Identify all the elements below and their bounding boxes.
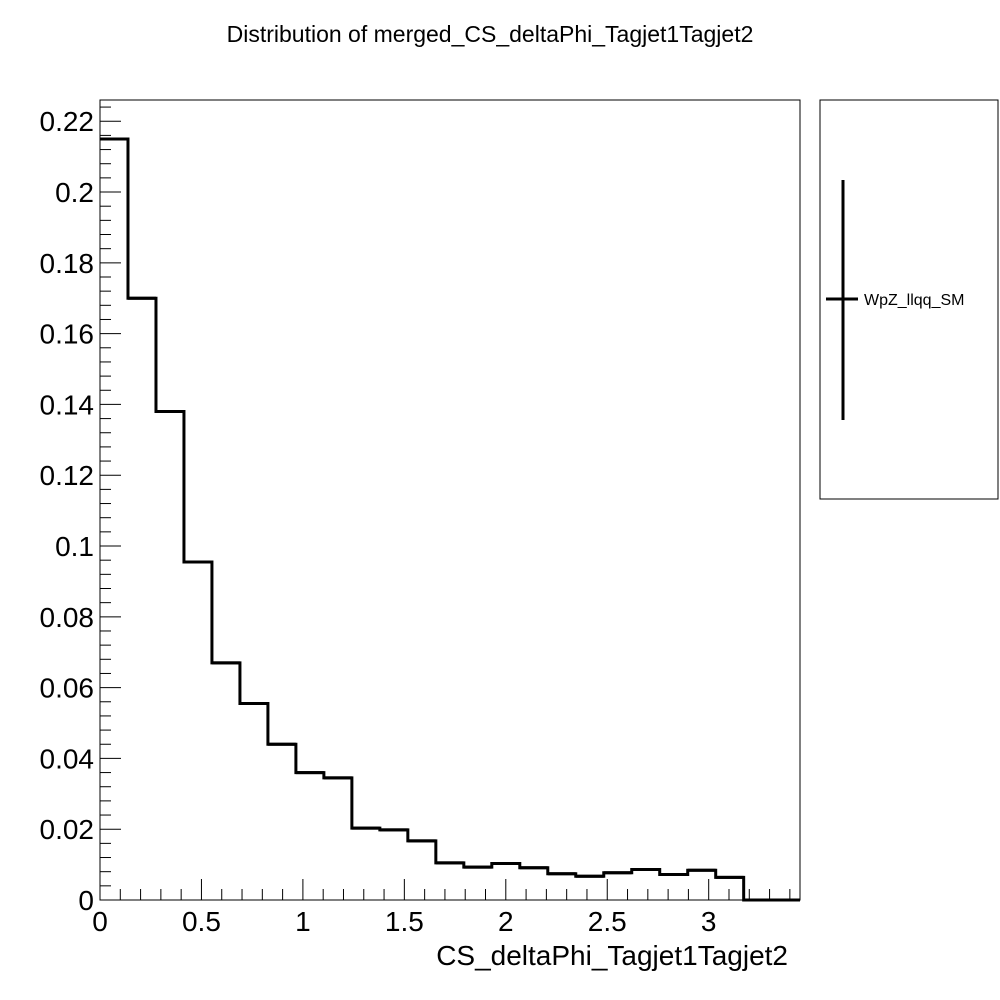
y-tick-label: 0.06 (40, 673, 95, 704)
y-tick-label: 0.04 (40, 743, 95, 774)
plot-frame (99, 99, 801, 901)
x-axis: 0 0.5 1 1.5 2 2.5 3 (92, 879, 791, 937)
y-tick-label: 0 (78, 885, 94, 916)
y-tick-label: 0.14 (40, 389, 95, 420)
x-tick-label: 0 (92, 906, 108, 937)
histogram-series (100, 137, 800, 902)
x-tick-label: 2.5 (588, 906, 627, 937)
histogram-outline (100, 137, 800, 902)
y-tick-label: 0.12 (40, 460, 95, 491)
y-tick-label: 0.1 (55, 531, 94, 562)
y-tick-label: 0.18 (40, 248, 95, 279)
legend-label: WpZ_llqq_SM (864, 292, 964, 309)
y-tick-label: 0.02 (40, 814, 95, 845)
x-tick-label: 0.5 (182, 906, 221, 937)
x-tick-label: 2 (498, 906, 514, 937)
x-tick-label: 1.5 (385, 906, 424, 937)
y-tick-label: 0.16 (40, 319, 95, 350)
y-axis: 0 0.02 0.04 0.06 0.08 0.1 0.12 0.14 0.16 0.18 0.2 0… (40, 106, 121, 916)
x-tick-label: 3 (701, 906, 717, 937)
x-axis-title: CS_deltaPhi_Tagjet1Tagjet2 (436, 940, 788, 971)
y-tick-label: 0.08 (40, 602, 95, 633)
chart-title: Distribution of merged_CS_deltaPhi_Tagje… (227, 21, 754, 47)
legend: WpZ_llqq_SM (819, 99, 999, 500)
y-tick-label: 0.22 (40, 106, 95, 137)
y-tick-label: 0.2 (55, 177, 94, 208)
x-tick-label: 1 (295, 906, 311, 937)
